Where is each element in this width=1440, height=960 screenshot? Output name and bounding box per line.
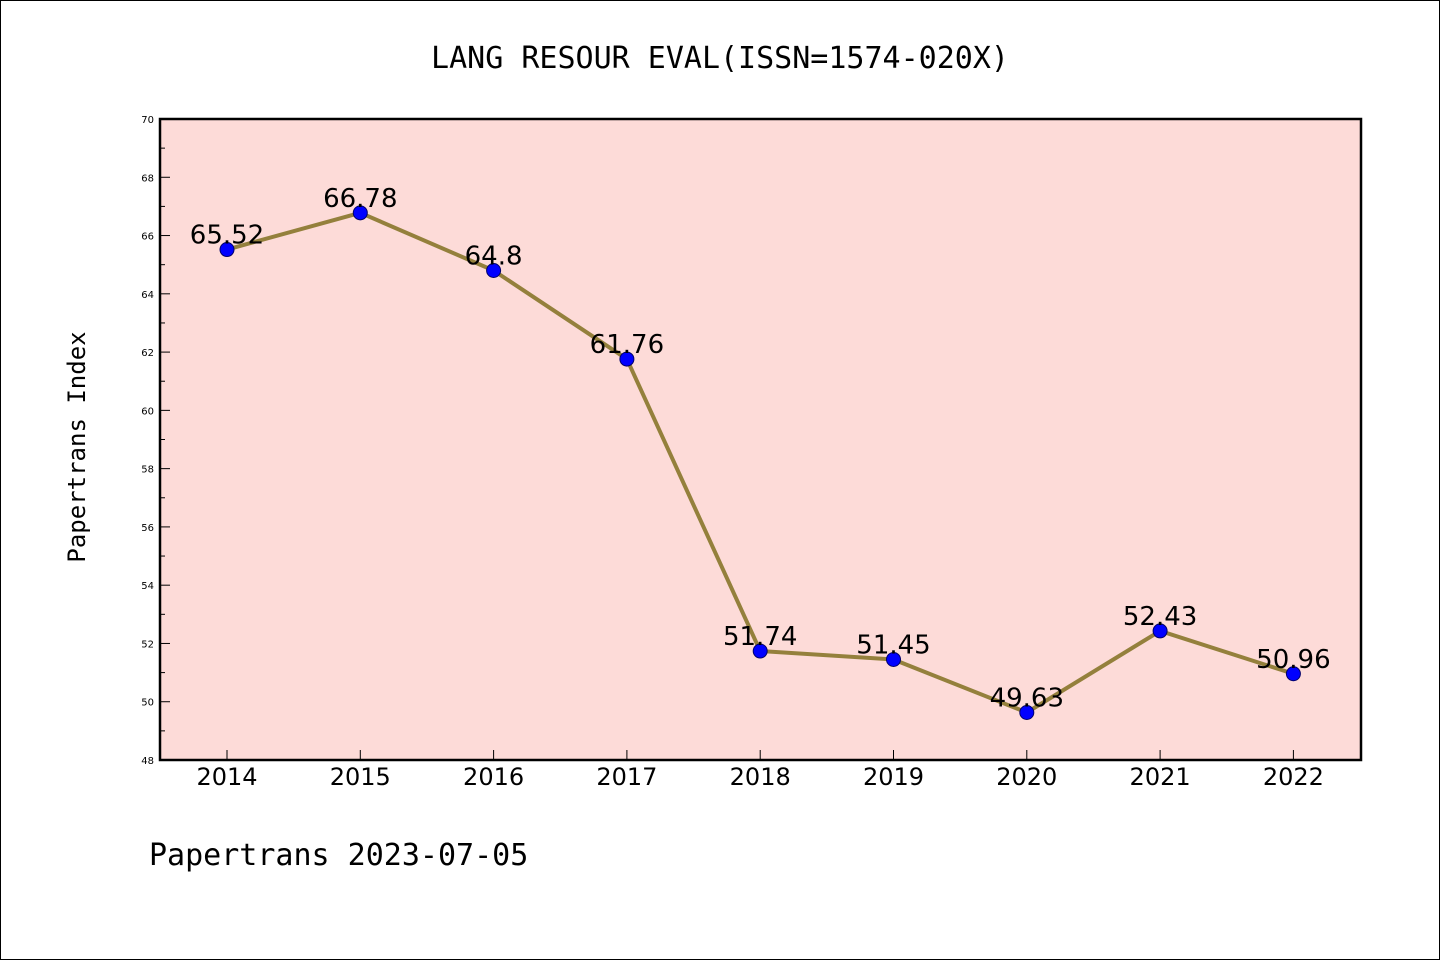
x-tick-label: 2018: [730, 763, 791, 791]
data-point: [352, 205, 368, 221]
x-axis-ticks: 2014 2015 2016 2017 2018 2019 2020 2021 2022: [196, 750, 1324, 791]
series-points-group: [219, 205, 1301, 721]
x-tick-label: 2016: [463, 763, 524, 791]
x-tick-label: 2019: [863, 763, 924, 791]
x-tick-label: 2020: [996, 763, 1057, 791]
x-tick-label: 2015: [330, 763, 391, 791]
x-tick-label: 2017: [596, 763, 657, 791]
data-point: [219, 242, 235, 258]
data-label: 51.74: [723, 622, 797, 652]
y-tick-label: 68: [141, 173, 154, 184]
data-label: 50.96: [1256, 645, 1330, 675]
chart-title: LANG RESOUR EVAL(ISSN=1574-020X): [431, 41, 1009, 76]
data-label: 49.63: [990, 684, 1064, 714]
plot-area: [158, 117, 1363, 762]
data-point: [486, 263, 502, 279]
y-tick-label: 52: [141, 639, 154, 650]
y-tick-label: 58: [141, 465, 154, 476]
y-tick-label: 70: [141, 115, 154, 126]
data-label: 52.43: [1123, 602, 1197, 632]
data-label: 66.78: [323, 184, 397, 214]
data-point: [886, 651, 901, 667]
y-tick-label: 60: [141, 406, 154, 417]
data-label: 51.45: [856, 630, 930, 660]
y-tick-label: 50: [141, 698, 154, 709]
point-label-group: 65.52 66.78 64.8 61.76 51.74 51.45 49.63 52.43 5…: [190, 184, 1331, 714]
x-tick-label: 2014: [196, 763, 257, 791]
y-tick-label: 48: [141, 756, 154, 767]
y-tick-label: 64: [141, 290, 154, 301]
x-tick-label: 2022: [1263, 763, 1324, 791]
y-tick-label: 54: [141, 581, 154, 592]
x-tick-label: 2021: [1130, 763, 1191, 791]
footer-text: Papertrans 2023-07-05: [149, 838, 528, 873]
data-point: [1152, 623, 1168, 639]
data-label: 61.76: [590, 330, 664, 360]
y-axis-ticks: 48 50 52 54 56 58 60 62 64 66 68 70: [141, 115, 170, 767]
data-point: [619, 351, 635, 367]
data-point: [1285, 666, 1301, 682]
data-label: 65.52: [190, 221, 264, 251]
y-tick-label: 56: [141, 523, 154, 534]
y-tick-label: 62: [141, 348, 154, 359]
data-point: [752, 643, 768, 659]
y-axis-label: Papertrans Index: [63, 331, 91, 562]
data-label: 64.8: [465, 242, 523, 272]
y-tick-label: 66: [141, 232, 154, 243]
data-point: [1019, 705, 1035, 721]
